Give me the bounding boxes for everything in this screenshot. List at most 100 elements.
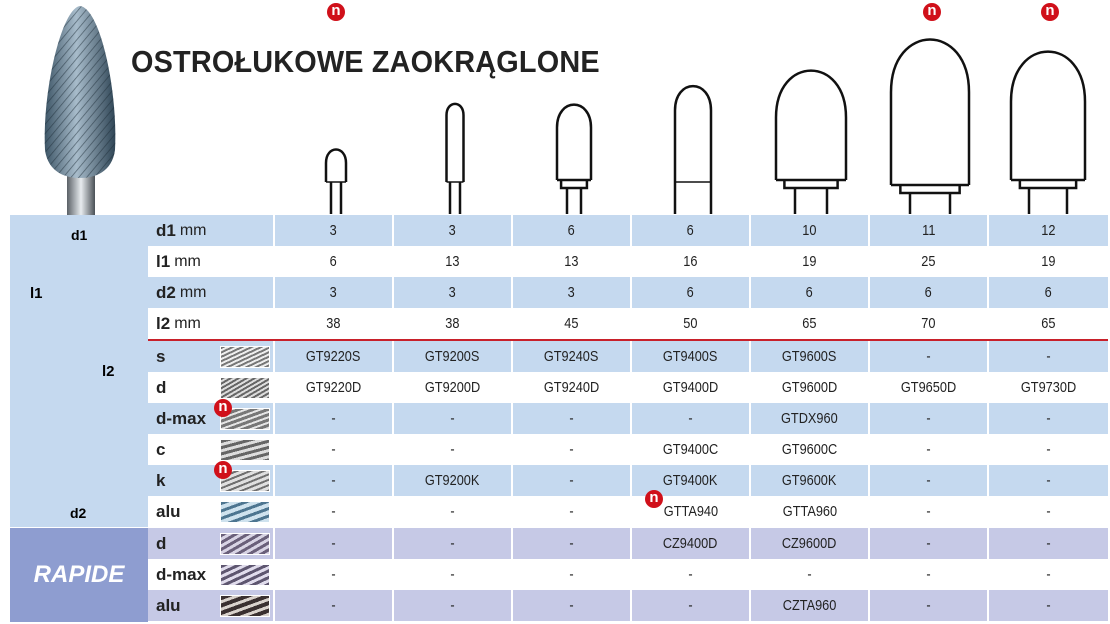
table-cell: - xyxy=(989,434,1108,465)
table-row: d1 mm 3 3 6 6 10 11 12 xyxy=(148,215,1108,246)
table-cell: 13 xyxy=(513,246,632,277)
table-cell: - xyxy=(513,590,632,621)
cell-value: - xyxy=(807,566,812,583)
table-cell: - xyxy=(989,559,1108,590)
cell-value: - xyxy=(450,597,455,614)
table-cell: - xyxy=(275,590,394,621)
table-cell: 10 xyxy=(751,215,870,246)
cell-value: 50 xyxy=(683,315,698,332)
table-row: d-max - - - - - - - xyxy=(148,559,1108,590)
cut-type: d xyxy=(156,377,167,397)
cell-value: - xyxy=(331,503,336,520)
cell-value: - xyxy=(450,535,455,552)
cell-value: - xyxy=(569,410,574,427)
cell-value: 3 xyxy=(567,284,576,301)
cell-value: CZTA960 xyxy=(782,597,837,614)
table-cell: - xyxy=(275,465,394,496)
tool-outline xyxy=(555,103,593,214)
cut-type: d xyxy=(156,533,167,553)
table-cell: - xyxy=(394,559,513,590)
cell-value: 11 xyxy=(921,222,936,239)
cell-value: GT9400K xyxy=(663,472,718,489)
cell-value: - xyxy=(926,566,931,583)
new-badge: n xyxy=(214,399,232,417)
label-d2: d2 xyxy=(70,505,87,521)
cell-value: - xyxy=(1046,441,1051,458)
table-cell: GT9600C xyxy=(751,434,870,465)
cell-value: - xyxy=(688,597,693,614)
table-cell: GT9600D xyxy=(751,372,870,403)
table-cell: 6 xyxy=(751,277,870,308)
table-cell: GTTA940 n xyxy=(632,490,751,527)
table-cell: - xyxy=(632,403,751,434)
table-row: s GT9220S GT9200S GT9240S GT9400S GT9600S - - xyxy=(148,341,1108,372)
table-cell: - xyxy=(394,434,513,465)
table-cell: GT9240D xyxy=(513,372,632,403)
table-cell: - xyxy=(870,403,989,434)
cell-value: - xyxy=(926,597,931,614)
new-badge: n xyxy=(327,3,345,21)
dimension-name: d1 xyxy=(156,220,176,240)
cell-value: GT9600K xyxy=(782,472,837,489)
table-cell: 6 xyxy=(989,277,1108,308)
table-cell: 45 xyxy=(513,308,632,339)
table-cell: 25 xyxy=(870,246,989,277)
page-title: OSTROŁUKOWE ZAOKRĄGLONE xyxy=(131,44,600,79)
dimension-panel: d1 l1 l2 d2 xyxy=(10,215,148,527)
dimension-name: l2 xyxy=(156,313,171,333)
table-cell: 3 xyxy=(275,277,394,308)
row-label: l1 mm xyxy=(148,246,275,277)
dimension-name: l1 xyxy=(156,251,171,271)
table-cell: 3 xyxy=(394,215,513,246)
cell-value: - xyxy=(569,503,574,520)
table-cell: GT9200K xyxy=(394,465,513,496)
cell-value: GT9220S xyxy=(306,348,361,365)
table-cell: GT9400D xyxy=(632,372,751,403)
table-cell: GT9220S xyxy=(275,341,394,372)
table-cell: GT9200S xyxy=(394,341,513,372)
row-label: d2 mm xyxy=(148,277,275,308)
cell-value: 3 xyxy=(329,284,338,301)
cell-value: 6 xyxy=(329,253,338,270)
table-cell: 38 xyxy=(275,308,394,339)
cell-value: - xyxy=(1046,410,1051,427)
cell-value: 6 xyxy=(924,284,933,301)
table-cell: - xyxy=(870,590,989,621)
row-label: alu xyxy=(148,496,275,527)
spiral-fine-texture-icon xyxy=(220,346,270,368)
table-cell: 6 xyxy=(632,277,751,308)
cell-value: 12 xyxy=(1041,222,1056,239)
cell-value: GT9400S xyxy=(663,348,718,365)
table-cell: GTTA960 xyxy=(751,496,870,527)
cell-value: - xyxy=(1046,472,1051,489)
table-cell: GT9600S xyxy=(751,341,870,372)
cell-value: - xyxy=(569,597,574,614)
label-d1: d1 xyxy=(71,227,88,243)
cell-value: 13 xyxy=(564,253,579,270)
table-cell: - xyxy=(275,434,394,465)
cell-value: GTDX960 xyxy=(781,410,838,427)
cell-value: 6 xyxy=(567,222,576,239)
diamond-max-texture-icon xyxy=(220,408,270,430)
table-cell: GT9240S xyxy=(513,341,632,372)
row-label: d-max xyxy=(148,559,275,590)
table-row: d - - - CZ9400D CZ9600D - - xyxy=(148,528,1108,559)
cell-value: GT9240S xyxy=(544,348,599,365)
cell-value: - xyxy=(926,410,931,427)
table-row: k n - GT9200K - GT9400K GT9600K - - xyxy=(148,461,1108,496)
cell-value: 19 xyxy=(802,253,817,270)
cell-value: GT9400C xyxy=(662,441,719,458)
table-cell: 3 xyxy=(394,277,513,308)
dimension-unit: mm xyxy=(174,252,201,270)
cell-value: - xyxy=(569,441,574,458)
new-badge: n xyxy=(214,461,232,479)
row-label: l2 mm xyxy=(148,308,275,339)
new-badge: n xyxy=(923,3,941,21)
cell-value: - xyxy=(331,472,336,489)
table-cell: CZ9400D xyxy=(632,528,751,559)
cell-value: - xyxy=(926,472,931,489)
cell-value: 6 xyxy=(1044,284,1053,301)
cell-value: 6 xyxy=(686,284,695,301)
table-cell: 65 xyxy=(989,308,1108,339)
